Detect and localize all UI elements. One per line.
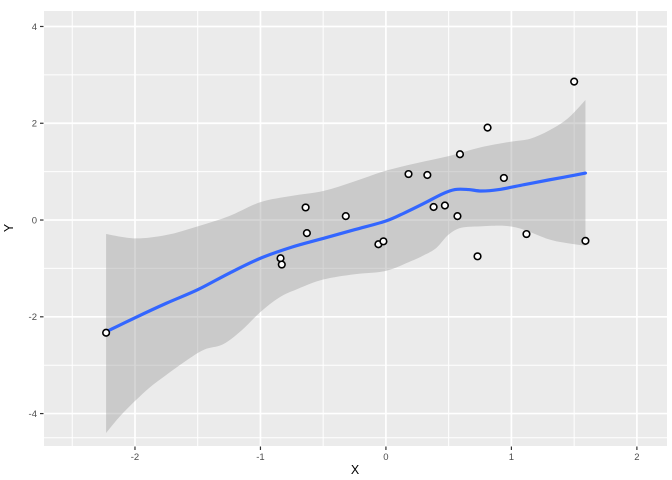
data-point (404, 169, 413, 179)
data-point (276, 254, 285, 263)
x-axis-title: X (351, 463, 360, 477)
y-tick-label: 0 (32, 215, 37, 226)
data-point (581, 236, 590, 245)
data-point (453, 212, 462, 221)
y-tick-label: 4 (32, 22, 37, 33)
data-point (379, 237, 388, 246)
x-tick-label: -1 (256, 452, 264, 463)
data-point (570, 77, 579, 86)
data-point (429, 202, 438, 212)
data-point (455, 150, 465, 159)
data-point (341, 212, 350, 221)
data-point (423, 170, 432, 180)
data-point (301, 203, 310, 212)
y-axis-title: Y (2, 223, 16, 232)
confidence-ribbon (106, 100, 586, 433)
data-point (277, 260, 286, 269)
y-tick-label: -2 (29, 312, 37, 323)
data-point (499, 173, 508, 183)
data-point (483, 123, 492, 132)
plot-panel-layer: -2 -1 0 1 2 -4 -2 0 2 4 (29, 11, 667, 463)
data-point (522, 229, 531, 239)
x-tick-label: 2 (634, 452, 639, 463)
smooth-line (104, 171, 588, 334)
data-point (302, 229, 311, 238)
x-tick-label: -2 (131, 452, 139, 463)
y-tick-label: -4 (29, 409, 37, 420)
y-tick-label: 2 (32, 119, 37, 130)
x-tick-label: 1 (509, 452, 514, 463)
x-tick-label: 0 (383, 452, 388, 463)
data-point (440, 201, 450, 210)
data-point (102, 328, 111, 337)
data-point (473, 252, 482, 261)
